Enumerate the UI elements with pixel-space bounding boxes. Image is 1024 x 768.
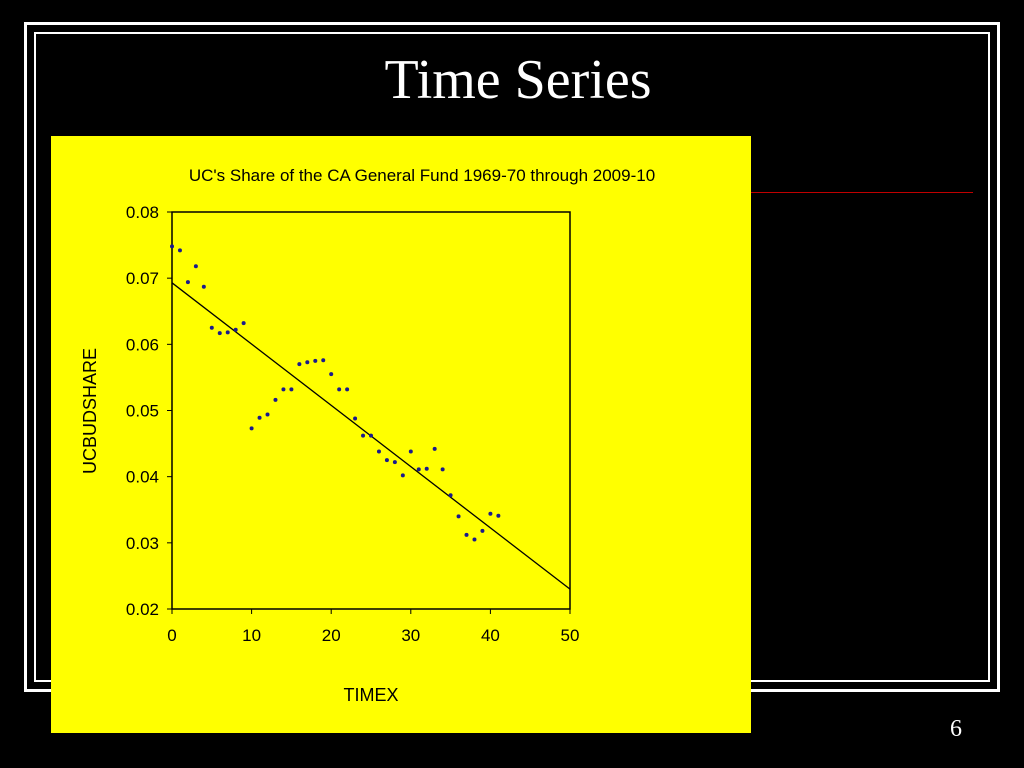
data-point	[353, 416, 358, 421]
data-point	[193, 264, 198, 269]
y-tick-label: 0.02	[126, 600, 159, 619]
data-point	[424, 466, 429, 471]
plot-area	[171, 211, 571, 610]
data-point	[472, 537, 477, 542]
data-point	[440, 467, 445, 472]
data-point	[201, 284, 206, 289]
data-point	[185, 280, 190, 285]
accent-line	[745, 192, 973, 193]
scatter-chart: UC's Share of the CA General Fund 1969-7…	[80, 166, 655, 705]
x-tick-label: 30	[401, 626, 420, 645]
data-point	[241, 321, 246, 326]
y-tick-label: 0.04	[126, 468, 159, 487]
x-tick-label: 0	[167, 626, 176, 645]
x-tick-label: 50	[561, 626, 580, 645]
data-point	[361, 433, 366, 438]
data-point	[281, 387, 286, 392]
data-point	[265, 412, 270, 417]
y-tick-label: 0.05	[126, 402, 159, 421]
x-tick-label: 40	[481, 626, 500, 645]
data-point	[432, 446, 437, 451]
x-tick-label: 10	[242, 626, 261, 645]
data-point	[329, 372, 334, 377]
x-tick-label: 20	[322, 626, 341, 645]
y-tick-label: 0.06	[126, 335, 159, 354]
data-point	[456, 514, 461, 519]
data-point	[257, 415, 262, 420]
data-point	[480, 528, 485, 533]
data-point	[337, 387, 342, 392]
data-point	[376, 449, 381, 454]
data-point	[233, 327, 238, 332]
data-points	[170, 244, 501, 542]
data-point	[217, 331, 222, 336]
data-point	[392, 460, 397, 465]
data-point	[170, 244, 174, 249]
data-point	[384, 458, 389, 463]
data-point	[488, 511, 493, 516]
data-point	[249, 426, 254, 431]
data-point	[313, 358, 318, 363]
data-point	[321, 358, 326, 363]
data-point	[496, 513, 501, 518]
y-tick-label: 0.03	[126, 534, 159, 553]
data-point	[408, 449, 413, 454]
y-tick-label: 0.07	[126, 269, 159, 288]
data-point	[345, 387, 350, 392]
data-point	[416, 467, 421, 472]
x-axis: 0 10 20 30 40 50	[167, 609, 579, 645]
x-axis-label: TIMEX	[343, 685, 398, 705]
data-point	[297, 362, 302, 367]
chart-title: UC's Share of the CA General Fund 1969-7…	[189, 166, 655, 185]
slide-title: Time Series	[384, 49, 652, 111]
data-point	[464, 532, 469, 537]
page-number: 6	[950, 716, 962, 742]
data-point	[400, 473, 405, 478]
data-point	[177, 248, 182, 253]
data-point	[448, 493, 453, 498]
data-point	[305, 360, 310, 365]
y-axis: 0.02 0.03 0.04 0.05 0.06 0.07 0.08	[126, 203, 172, 619]
y-tick-label: 0.08	[126, 203, 159, 222]
chart-panel: UC's Share of the CA General Fund 1969-7…	[51, 136, 751, 733]
data-point	[209, 325, 214, 330]
data-point	[289, 387, 294, 392]
data-point	[225, 330, 230, 335]
data-point	[369, 433, 373, 438]
y-axis-label: UCBUDSHARE	[80, 348, 100, 474]
data-point	[273, 397, 278, 402]
